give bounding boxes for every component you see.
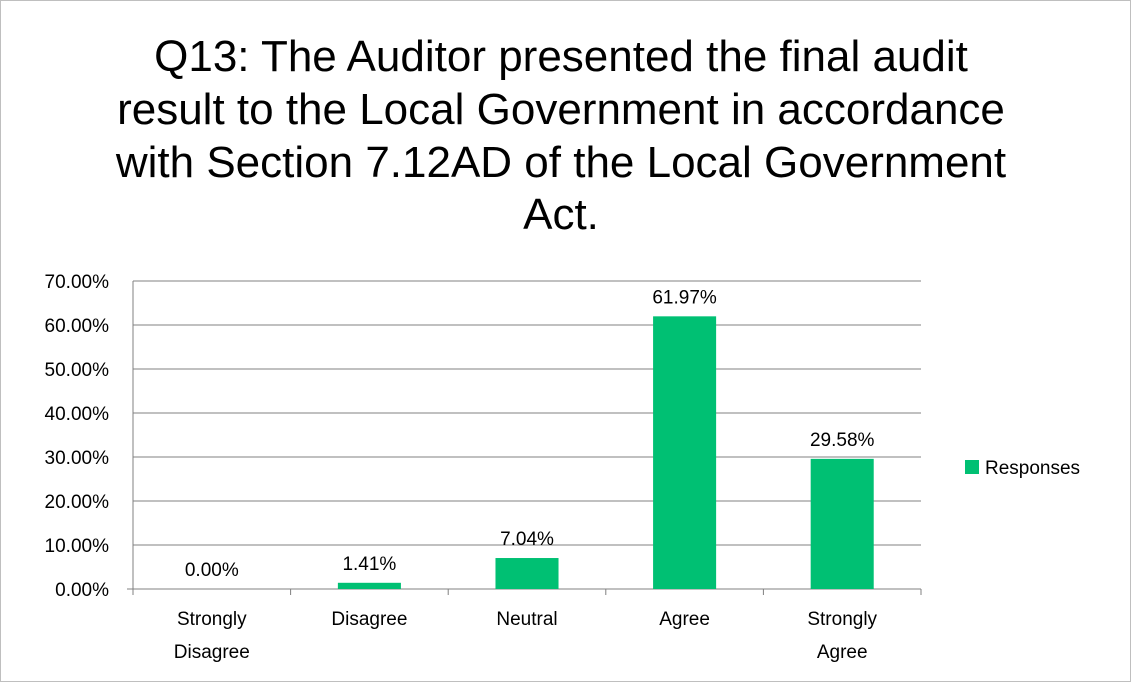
data-label: 29.58% [810, 430, 875, 451]
data-label: 61.97% [652, 287, 717, 308]
data-label: 1.41% [342, 554, 396, 575]
x-tick-label: Disagree [331, 609, 407, 630]
legend: Responses [965, 458, 1080, 479]
bar [810, 458, 874, 589]
axes: 0.00% 10.00% 20.00% 30.00% 40.00% 50.00% 60.00… [45, 272, 922, 663]
y-tick-label: 30.00% [45, 448, 110, 469]
bar [337, 582, 401, 589]
x-tick-label: Strongly [807, 609, 877, 630]
y-tick-label: 0.00% [55, 580, 109, 601]
y-tick-label: 10.00% [45, 536, 110, 557]
bar [495, 558, 559, 589]
y-tick-label: 60.00% [45, 316, 110, 337]
bar [653, 316, 717, 589]
x-tick-label: Disagree [174, 642, 250, 663]
data-label: 7.04% [500, 529, 554, 550]
legend-swatch [965, 460, 979, 474]
gridlines [133, 280, 921, 546]
x-tick-label: Agree [817, 642, 868, 663]
y-tick-label: 40.00% [45, 404, 110, 425]
data-labels: 0.00% 1.41% 7.04% 61.97% 29.58% [185, 287, 875, 581]
y-tick-label: 50.00% [45, 360, 110, 381]
data-label: 0.00% [185, 560, 239, 581]
y-tick-label: 20.00% [45, 492, 110, 513]
bars [337, 316, 874, 589]
legend-label: Responses [985, 458, 1080, 479]
y-tick-label: 70.00% [45, 272, 110, 293]
chart-title: Q13: The Auditor presented the final aud… [115, 32, 1007, 240]
x-tick-label: Agree [659, 609, 710, 630]
x-tick-label: Strongly [177, 609, 247, 630]
x-tick-label: Neutral [496, 609, 557, 630]
